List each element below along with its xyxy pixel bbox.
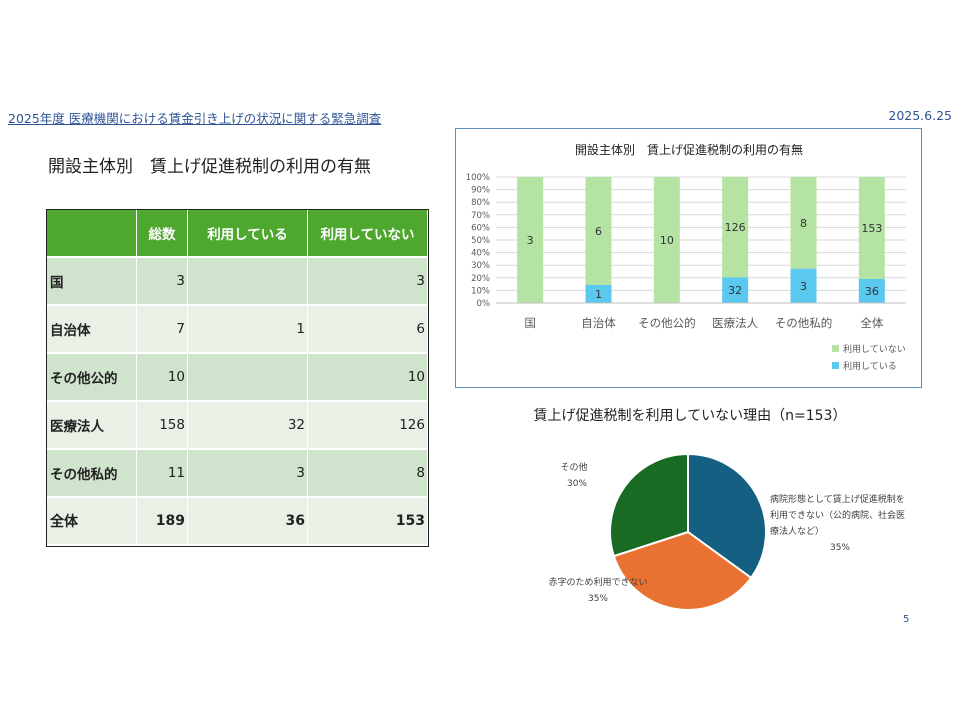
table-row-total: 全体 189 36 153 [47,498,428,546]
y-tick-label: 50% [471,236,490,246]
pie-slice-label: 赤字のため利用できない [548,576,647,588]
row-label: 全体 [47,498,137,546]
bar-segment-not-using [858,177,885,279]
bar-chart-panel: 開設主体別 賃上げ促進税制の利用の有無 0% 10% 20% 30% 40% 50% 60% 7… [455,128,922,388]
pie-percent-label: 35% [588,594,608,604]
bar-segment-using [858,279,885,303]
table-row: 医療法人 158 32 126 [47,402,428,450]
cell-using: 3 [188,450,308,498]
cell-not-using: 10 [308,354,428,402]
pie-slice-label: 利用できない（公的病院、社会医 [770,509,905,521]
y-tick-label: 0% [477,299,491,309]
stacked-bar-chart: 開設主体別 賃上げ促進税制の利用の有無 0% 10% 20% 30% 40% 50% 60% 7… [466,142,906,372]
bar-segment-not-using [653,177,680,303]
bar-segment-using [722,277,749,303]
cell-total: 189 [137,498,188,546]
cell-not-using: 8 [308,450,428,498]
survey-date: 2025.6.25 [888,108,952,123]
data-label: 36 [865,285,879,298]
table-row: 国 3 3 [47,258,428,306]
cell-total: 11 [137,450,188,498]
cell-total: 7 [137,306,188,354]
y-tick-label: 60% [471,223,490,233]
pie-slice-label: 療法人など） [770,525,824,537]
header-using: 利用している [188,210,308,258]
row-label: その他公的 [47,354,137,402]
data-label: 153 [861,222,882,235]
bar-segment-using [790,268,817,303]
data-label: 3 [800,280,807,293]
bar-segment-not-using [585,177,612,285]
data-label: 1 [595,288,602,301]
cell-using: 36 [188,498,308,546]
header-total: 総数 [137,210,188,258]
pie-percent-label: 35% [830,543,850,553]
legend-label-using: 利用している [843,360,897,372]
legend-swatch-not-using [832,345,839,352]
row-label: 医療法人 [47,402,137,450]
y-tick-label: 70% [471,211,490,221]
x-tick-label: 自治体 [581,316,616,330]
data-label: 3 [527,234,534,247]
data-label: 10 [660,234,674,247]
y-tick-label: 20% [471,274,490,284]
x-tick-label: 医療法人 [712,316,758,330]
data-label: 8 [800,217,807,230]
bar-segment-not-using [722,177,749,278]
row-label: その他私的 [47,450,137,498]
pie-percent-label: 30% [567,479,587,489]
data-label: 126 [725,221,746,234]
header-empty [47,210,137,258]
bar-segment-using [585,285,612,303]
y-tick-label: 40% [471,249,490,259]
pie-slice [609,452,689,558]
y-tick-label: 80% [471,198,490,208]
cell-total: 158 [137,402,188,450]
x-tick-label: その他公的 [638,316,696,330]
survey-title-link[interactable]: 2025年度 医療機関における賃金引き上げの状況に関する緊急調査 [8,111,382,126]
data-label: 6 [595,225,602,238]
row-label: 国 [47,258,137,306]
row-label: 自治体 [47,306,137,354]
header-not-using: 利用していない [308,210,428,258]
bar-segment-not-using [790,177,817,269]
y-tick-label: 100% [466,173,490,183]
usage-table: 総数 利用している 利用していない 国 3 3 自治体 7 1 6 その他公的 … [46,209,429,547]
legend-swatch-using [832,362,839,369]
cell-using [188,354,308,402]
pie-slice [687,452,767,580]
x-tick-label: 全体 [860,316,883,330]
table-row: その他公的 10 10 [47,354,428,402]
data-label: 32 [728,284,742,297]
cell-not-using: 153 [308,498,428,546]
y-tick-label: 10% [471,286,490,296]
page-number: 5 [903,614,910,625]
bar-segment-not-using [517,177,544,303]
legend-label-not-using: 利用していない [843,343,906,355]
cell-using: 1 [188,306,308,354]
y-tick-label: 30% [471,261,490,271]
table-row: 自治体 7 1 6 [47,306,428,354]
cell-total: 10 [137,354,188,402]
x-tick-label: その他私的 [775,316,833,330]
table-row: その他私的 11 3 8 [47,450,428,498]
cell-not-using: 126 [308,402,428,450]
pie-slice-label: その他 [560,461,587,473]
table-title: 開設主体別 賃上げ促進税制の利用の有無 [48,157,371,177]
cell-not-using: 6 [308,306,428,354]
cell-using [188,258,308,306]
pie-slice-label: 病院形態として賃上げ促進税制を [770,493,905,505]
pie-chart-title: 賃上げ促進税制を利用していない理由（n=153） [533,408,847,424]
bar-chart-title: 開設主体別 賃上げ促進税制の利用の有無 [575,142,803,157]
y-tick-label: 90% [471,186,490,196]
cell-not-using: 3 [308,258,428,306]
cell-using: 32 [188,402,308,450]
pie-slice [612,530,753,611]
x-tick-label: 国 [524,316,536,330]
cell-total: 3 [137,258,188,306]
table-header-row: 総数 利用している 利用していない [47,210,428,258]
